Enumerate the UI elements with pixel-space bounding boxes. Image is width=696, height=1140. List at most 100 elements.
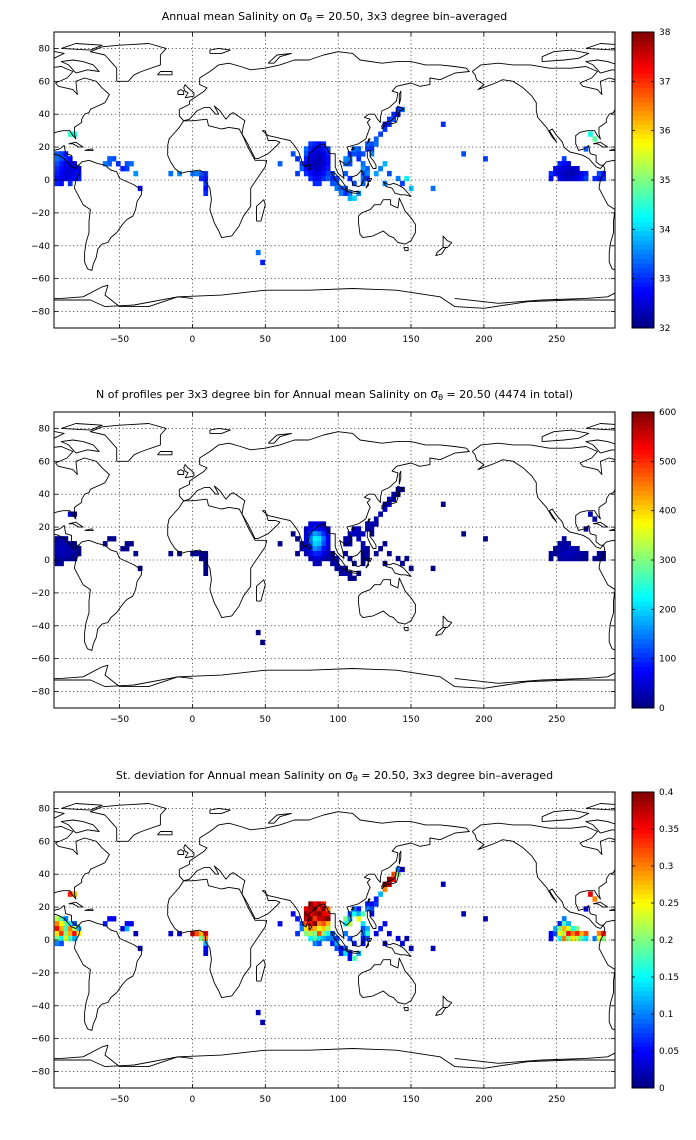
colorbar-segment bbox=[632, 1051, 654, 1057]
bin-cell bbox=[373, 901, 379, 907]
colorbar-segment bbox=[632, 101, 654, 107]
colorbar-segment bbox=[632, 295, 654, 301]
bin-cell bbox=[317, 536, 322, 542]
bin-cell bbox=[395, 935, 401, 942]
bin-cell bbox=[461, 531, 467, 537]
bin-cell bbox=[317, 141, 322, 147]
bin-cell bbox=[330, 555, 335, 562]
bin-cell bbox=[596, 175, 602, 182]
y-tick-label: 0 bbox=[44, 936, 50, 946]
colorbar-segment bbox=[632, 1055, 654, 1061]
bin-cell bbox=[325, 911, 331, 917]
bin-cell bbox=[386, 930, 392, 937]
bin-cell bbox=[317, 156, 322, 162]
bin-cell bbox=[76, 175, 82, 182]
colorbar-tick-label: 38 bbox=[659, 28, 671, 38]
bin-cell bbox=[343, 190, 349, 197]
bin-cell bbox=[54, 555, 60, 562]
bin-cell bbox=[67, 156, 73, 162]
colorbar-segment bbox=[632, 64, 654, 70]
colorbar-segment bbox=[632, 50, 654, 56]
bin-cell bbox=[347, 955, 353, 961]
coastline bbox=[178, 51, 470, 179]
bin-cell bbox=[461, 151, 467, 157]
bin-cell bbox=[566, 161, 571, 167]
coastline bbox=[177, 849, 185, 855]
colorbar-segment bbox=[632, 847, 654, 853]
coastline bbox=[209, 47, 231, 54]
bin-cell bbox=[395, 111, 401, 118]
bin-cell bbox=[400, 180, 405, 187]
bin-cell bbox=[115, 161, 121, 167]
colorbar-segment bbox=[632, 824, 654, 830]
bin-cell bbox=[588, 511, 593, 517]
coastline bbox=[381, 485, 405, 510]
coastline bbox=[585, 819, 615, 834]
colorbar-segment bbox=[632, 587, 654, 593]
bin-cell bbox=[566, 170, 571, 177]
bin-cell bbox=[303, 166, 309, 172]
bin-cell bbox=[54, 560, 60, 567]
colorbar-segment bbox=[632, 870, 654, 876]
y-tick-label: −20 bbox=[31, 209, 50, 219]
colorbar-segment bbox=[632, 926, 654, 932]
bin-cell bbox=[255, 249, 261, 256]
bin-cell bbox=[317, 166, 322, 172]
bin-cell bbox=[321, 170, 327, 177]
coastline bbox=[73, 159, 142, 271]
y-tick-label: −60 bbox=[31, 275, 50, 285]
bin-cell bbox=[59, 930, 64, 937]
x-tick-label: 150 bbox=[402, 1095, 419, 1105]
bin-cell bbox=[168, 930, 174, 937]
bin-cell bbox=[373, 521, 379, 527]
bin-cell bbox=[570, 166, 576, 172]
bin-cell bbox=[570, 170, 576, 177]
bin-cell bbox=[54, 180, 60, 187]
coastline bbox=[345, 569, 361, 574]
bin-cell bbox=[338, 565, 344, 572]
bin-cell bbox=[203, 560, 209, 567]
colorbar-segment bbox=[632, 129, 654, 135]
bin-cell bbox=[561, 170, 567, 177]
bin-cell bbox=[317, 180, 322, 187]
coastline bbox=[609, 908, 615, 911]
bin-cell bbox=[369, 526, 375, 532]
bin-cell bbox=[373, 141, 379, 147]
coastline bbox=[61, 423, 103, 431]
bin-cell bbox=[303, 930, 309, 937]
bin-cell bbox=[343, 161, 349, 167]
colorbar-segment bbox=[632, 189, 654, 195]
colorbar-tick-label: 0.25 bbox=[659, 899, 679, 909]
bin-cell bbox=[330, 180, 335, 187]
coastline bbox=[358, 197, 416, 245]
bin-cell bbox=[63, 546, 69, 552]
coastline bbox=[541, 49, 590, 63]
bin-cell bbox=[369, 531, 375, 537]
bin-cell bbox=[557, 546, 563, 552]
colorbar-tick-label: 32 bbox=[659, 324, 670, 334]
colorbar-segment bbox=[632, 875, 654, 881]
bin-cell bbox=[334, 175, 340, 182]
coastline bbox=[167, 878, 268, 999]
bin-cell bbox=[107, 161, 112, 167]
bin-cell bbox=[583, 906, 589, 912]
bin-cell bbox=[303, 550, 309, 557]
colorbar-segment bbox=[632, 143, 654, 149]
bin-cell bbox=[129, 921, 134, 927]
bin-cell bbox=[395, 871, 401, 878]
coastline bbox=[61, 43, 103, 51]
bin-cell bbox=[303, 536, 309, 542]
bin-cell bbox=[330, 930, 335, 937]
bin-cell bbox=[107, 916, 112, 922]
bin-cell bbox=[382, 121, 388, 127]
bin-cell bbox=[321, 541, 327, 547]
bin-cell bbox=[63, 536, 69, 542]
bin-cell bbox=[382, 180, 388, 187]
bin-cell bbox=[303, 161, 309, 167]
bin-cell bbox=[308, 555, 314, 562]
bin-cell bbox=[365, 926, 370, 932]
colorbar-segment bbox=[632, 203, 654, 209]
bin-cell bbox=[198, 935, 204, 942]
colorbar-segment bbox=[632, 490, 654, 496]
colorbar-segment bbox=[632, 661, 654, 667]
